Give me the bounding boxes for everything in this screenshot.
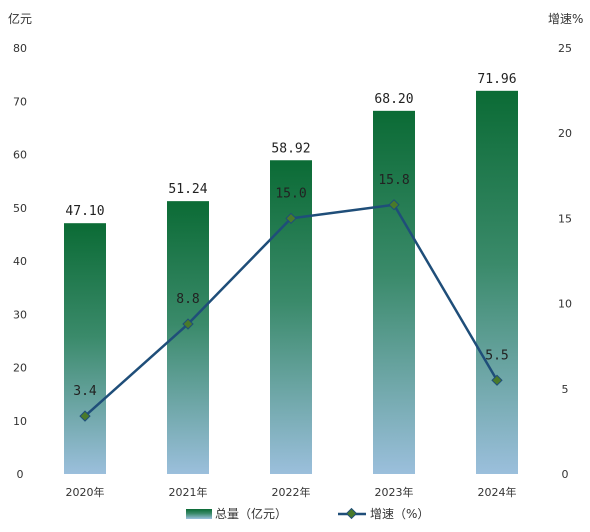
- bar: [270, 160, 312, 474]
- line-marker: [182, 318, 194, 330]
- right-tick-label: 15: [558, 212, 572, 225]
- left-axis-label: 亿元: [8, 11, 32, 26]
- bar-value-labels: 47.10 51.24 58.92 68.20 71.96: [65, 72, 516, 219]
- right-axis-label: 增速%: [548, 12, 583, 26]
- bar-value-label: 58.92: [271, 141, 310, 156]
- line-marker: [491, 374, 503, 386]
- bar-value-label: 51.24: [168, 182, 207, 197]
- bar: [64, 223, 106, 474]
- left-tick-label: 30: [13, 308, 27, 321]
- bar-series: [64, 90, 518, 475]
- bar-value-label: 71.96: [477, 72, 516, 87]
- bar-value-label: 68.20: [374, 92, 413, 107]
- line-marker: [285, 212, 297, 225]
- line-value-label: 3.4: [73, 384, 97, 399]
- right-axis-ticks: 0 5 10 15 20 25: [558, 42, 572, 481]
- line-value-label: 8.8: [176, 292, 199, 307]
- left-tick-label: 60: [13, 149, 27, 162]
- legend-line-marker: [345, 507, 358, 520]
- line-value-label: 15.0: [275, 186, 306, 201]
- line-marker: [388, 199, 400, 211]
- line-value-labels: 3.4 8.8 15.0 15.8 5.5: [73, 173, 508, 399]
- left-tick-label: 0: [17, 468, 24, 481]
- x-tick-label: 2020年: [66, 485, 105, 499]
- left-axis-ticks: 0 10 20 30 40 50 60 70 80: [13, 42, 27, 481]
- line-series: [79, 199, 503, 422]
- legend: 总量（亿元） 增速（%）: [186, 506, 429, 521]
- x-axis-ticks: 2020年 2021年 2022年 2023年 2024年: [66, 485, 517, 499]
- left-tick-label: 10: [13, 415, 27, 428]
- line-marker: [79, 410, 91, 422]
- x-tick-label: 2021年: [169, 485, 208, 499]
- left-tick-label: 20: [13, 362, 27, 375]
- legend-line-label: 增速（%）: [370, 507, 429, 521]
- line-value-label: 5.5: [485, 348, 508, 363]
- left-tick-label: 80: [13, 42, 27, 55]
- right-tick-label: 5: [562, 383, 569, 396]
- x-tick-label: 2023年: [375, 485, 414, 499]
- right-tick-label: 0: [562, 468, 569, 481]
- bar: [373, 110, 415, 475]
- bar-value-label: 47.10: [65, 204, 104, 219]
- right-tick-label: 20: [558, 127, 572, 140]
- right-tick-label: 10: [558, 298, 572, 311]
- legend-bar-label: 总量（亿元）: [215, 506, 287, 521]
- x-tick-label: 2024年: [478, 485, 517, 499]
- line-value-label: 15.8: [378, 173, 409, 188]
- legend-bar-swatch: [186, 509, 212, 519]
- left-tick-label: 40: [13, 255, 27, 268]
- x-tick-label: 2022年: [272, 485, 311, 499]
- bar: [476, 90, 518, 475]
- left-tick-label: 50: [13, 202, 27, 215]
- left-tick-label: 70: [13, 95, 27, 108]
- right-tick-label: 25: [558, 42, 572, 55]
